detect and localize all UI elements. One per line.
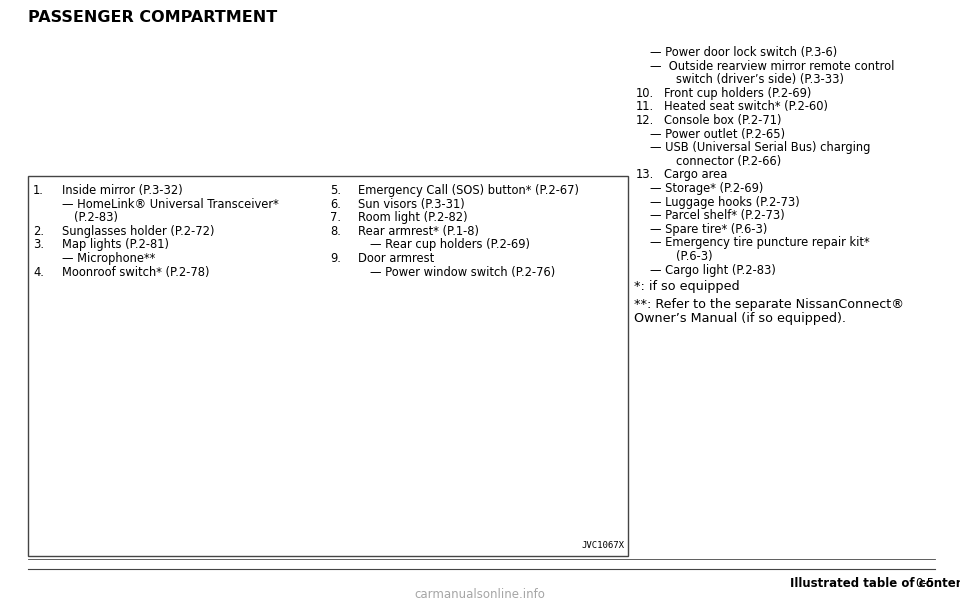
Text: *: if so equipped: *: if so equipped	[634, 280, 739, 293]
Text: Front cup holders (P.2-69): Front cup holders (P.2-69)	[664, 87, 811, 100]
Text: — HomeLink® Universal Transceiver*: — HomeLink® Universal Transceiver*	[62, 197, 278, 211]
Text: (P.2-83): (P.2-83)	[74, 211, 118, 224]
Text: connector (P.2-66): connector (P.2-66)	[676, 155, 781, 168]
Text: switch (driver’s side) (P.3-33): switch (driver’s side) (P.3-33)	[676, 73, 844, 86]
Text: Door armrest: Door armrest	[358, 252, 434, 265]
Text: 5.: 5.	[330, 184, 341, 197]
Text: Heated seat switch* (P.2-60): Heated seat switch* (P.2-60)	[664, 100, 828, 114]
Text: Moonroof switch* (P.2-78): Moonroof switch* (P.2-78)	[62, 266, 209, 279]
Text: — Rear cup holders (P.2-69): — Rear cup holders (P.2-69)	[370, 238, 530, 251]
Text: Sunglasses holder (P.2-72): Sunglasses holder (P.2-72)	[62, 225, 214, 238]
Text: Console box (P.2-71): Console box (P.2-71)	[664, 114, 781, 127]
Text: 11.: 11.	[636, 100, 654, 114]
Text: — Luggage hooks (P.2-73): — Luggage hooks (P.2-73)	[650, 196, 800, 208]
Text: **: Refer to the separate NissanConnect®: **: Refer to the separate NissanConnect®	[634, 298, 904, 311]
Text: — Power window switch (P.2-76): — Power window switch (P.2-76)	[370, 266, 555, 279]
Text: Cargo area: Cargo area	[664, 169, 728, 181]
Text: Room light (P.2-82): Room light (P.2-82)	[358, 211, 468, 224]
Text: — Emergency tire puncture repair kit*: — Emergency tire puncture repair kit*	[650, 236, 870, 249]
Text: 4.: 4.	[33, 266, 44, 279]
Text: Emergency Call (SOS) button* (P.2-67): Emergency Call (SOS) button* (P.2-67)	[358, 184, 579, 197]
Text: Owner’s Manual (if so equipped).: Owner’s Manual (if so equipped).	[634, 312, 846, 326]
Text: — Microphone**: — Microphone**	[62, 252, 156, 265]
Text: PASSENGER COMPARTMENT: PASSENGER COMPARTMENT	[28, 10, 277, 25]
Text: 0-5: 0-5	[915, 577, 934, 590]
Text: 9.: 9.	[330, 252, 341, 265]
Bar	[28, 176, 628, 556]
Text: 1.: 1.	[33, 184, 44, 197]
Text: (P.6-3): (P.6-3)	[676, 250, 712, 263]
Text: 6.: 6.	[330, 197, 341, 211]
Text: Map lights (P.2-81): Map lights (P.2-81)	[62, 238, 169, 251]
Text: Illustrated table of contents: Illustrated table of contents	[790, 577, 960, 590]
Text: 7.: 7.	[330, 211, 341, 224]
Text: carmanualsonline.info: carmanualsonline.info	[415, 588, 545, 601]
Text: 8.: 8.	[330, 225, 341, 238]
Text: 13.: 13.	[636, 169, 655, 181]
Text: — Spare tire* (P.6-3): — Spare tire* (P.6-3)	[650, 223, 767, 236]
Text: JVC1067X: JVC1067X	[581, 541, 624, 550]
Text: — Power door lock switch (P.3-6): — Power door lock switch (P.3-6)	[650, 46, 837, 59]
Text: 10.: 10.	[636, 87, 654, 100]
Text: — Power outlet (P.2-65): — Power outlet (P.2-65)	[650, 128, 785, 141]
Text: 12.: 12.	[636, 114, 655, 127]
Text: — Storage* (P.2-69): — Storage* (P.2-69)	[650, 182, 763, 195]
Text: — USB (Universal Serial Bus) charging: — USB (Universal Serial Bus) charging	[650, 141, 871, 154]
Text: — Cargo light (P.2-83): — Cargo light (P.2-83)	[650, 263, 776, 277]
Text: 2.: 2.	[33, 225, 44, 238]
Text: —  Outside rearview mirror remote control: — Outside rearview mirror remote control	[650, 60, 895, 73]
Text: Sun visors (P.3-31): Sun visors (P.3-31)	[358, 197, 465, 211]
Text: Inside mirror (P.3-32): Inside mirror (P.3-32)	[62, 184, 182, 197]
Text: Rear armrest* (P.1-8): Rear armrest* (P.1-8)	[358, 225, 479, 238]
Text: — Parcel shelf* (P.2-73): — Parcel shelf* (P.2-73)	[650, 209, 784, 222]
Text: 3.: 3.	[33, 238, 44, 251]
